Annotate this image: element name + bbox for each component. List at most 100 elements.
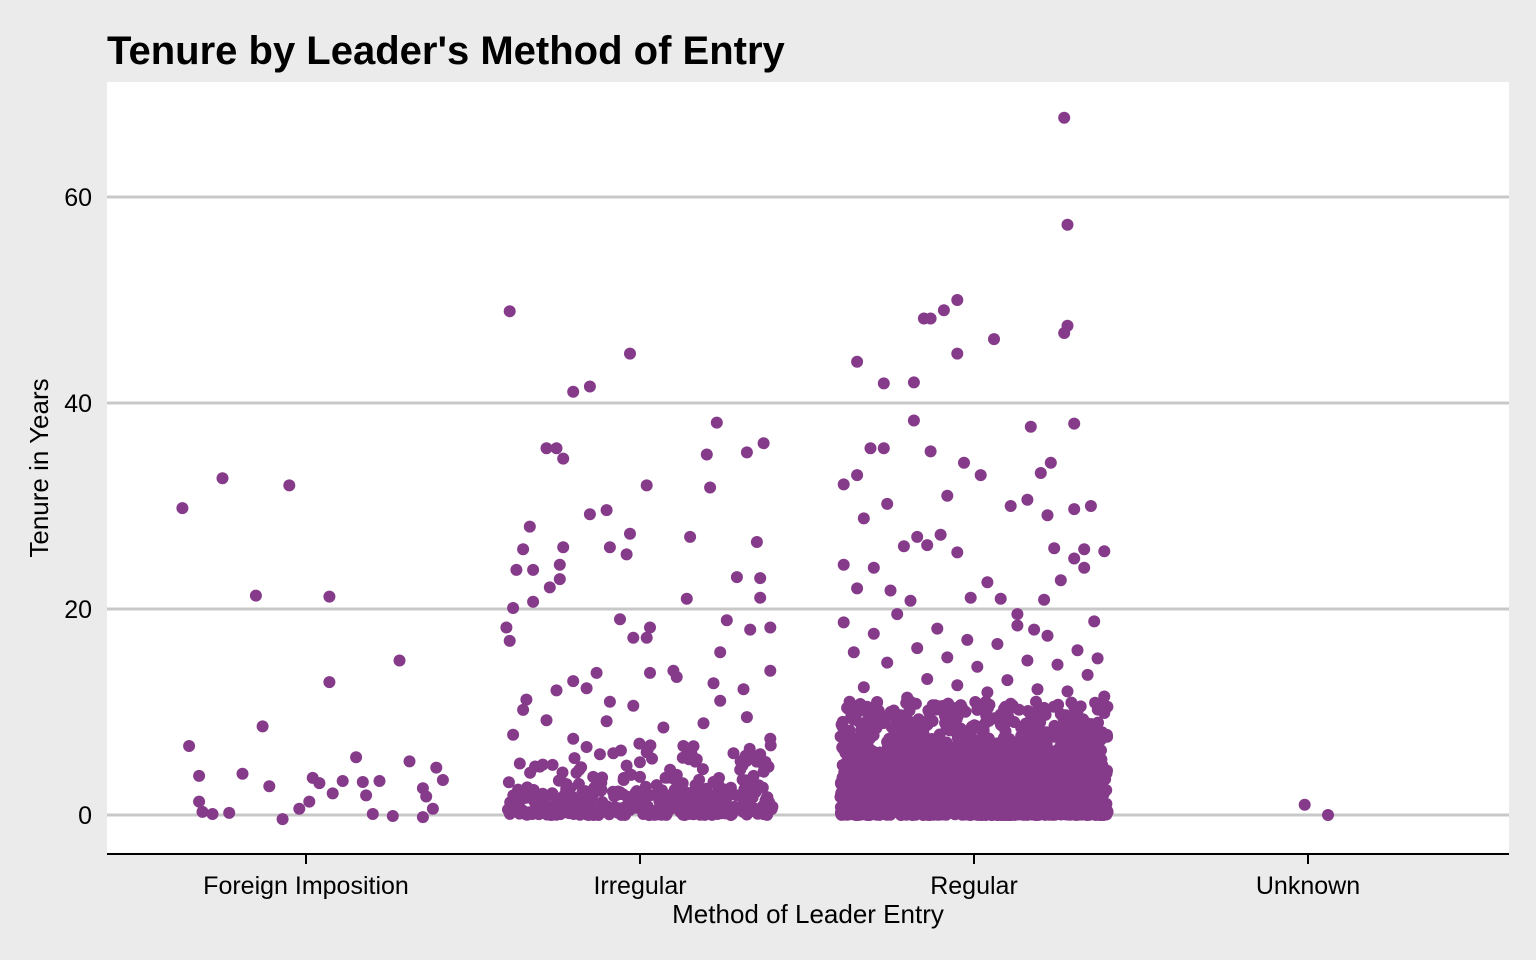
data-point [336, 775, 349, 787]
data-point [356, 776, 369, 788]
data-point [937, 304, 950, 317]
data-point [750, 536, 763, 548]
data-point [871, 696, 884, 709]
data-point [911, 530, 924, 543]
y-tick-label-0: 0 [78, 802, 92, 830]
data-point [841, 701, 854, 714]
dense-point [945, 806, 958, 819]
data-point [737, 683, 750, 696]
data-point [193, 769, 206, 782]
y-tick-label-20: 20 [64, 596, 92, 624]
data-point [837, 558, 850, 571]
data-point [1098, 707, 1111, 719]
data-point [1041, 509, 1054, 522]
dense-point [900, 808, 913, 821]
dense-point [576, 787, 589, 800]
dense-point [1046, 808, 1059, 821]
data-point [864, 442, 877, 455]
dense-point [954, 745, 966, 758]
dense-point [1049, 785, 1062, 798]
data-point [740, 446, 753, 459]
x-tick-label-2: Regular [930, 872, 1018, 900]
data-point [583, 508, 596, 521]
data-point [593, 748, 606, 761]
data-point [1088, 615, 1101, 628]
data-point [1071, 644, 1084, 657]
dense-point [1089, 789, 1102, 802]
dense-point [926, 773, 939, 786]
data-point [503, 634, 516, 647]
dense-point [854, 794, 867, 806]
data-point [954, 722, 967, 735]
data-point [520, 693, 533, 706]
data-point [1068, 417, 1081, 430]
data-point [517, 703, 530, 716]
data-point [1298, 798, 1311, 811]
data-point [650, 779, 663, 792]
dense-point [1018, 784, 1031, 797]
data-point [507, 602, 520, 614]
data-point [1021, 493, 1034, 506]
data-point [216, 472, 229, 485]
data-point [754, 748, 767, 761]
dense-point [970, 807, 983, 820]
plot-panel [107, 82, 1509, 854]
dense-point [905, 722, 918, 735]
data-point [1004, 697, 1017, 710]
data-point [507, 728, 520, 741]
data-point [847, 646, 860, 659]
data-point [303, 795, 316, 808]
data-point [891, 608, 904, 621]
data-point [313, 777, 326, 790]
data-point [550, 442, 563, 455]
data-point [707, 677, 720, 690]
dense-point [1081, 777, 1094, 790]
data-point [887, 710, 900, 723]
data-point [657, 721, 670, 734]
data-point [640, 479, 653, 492]
dense-point [909, 808, 922, 821]
data-point [430, 761, 443, 774]
data-point [1021, 720, 1034, 733]
data-point [206, 808, 219, 820]
data-point [503, 305, 516, 318]
dense-point [568, 752, 581, 765]
x-tick-label-1: Irregular [593, 872, 686, 900]
dense-point [912, 757, 925, 770]
dense-point [617, 774, 630, 786]
data-point [727, 747, 740, 760]
dense-point [982, 732, 995, 745]
data-point [263, 780, 276, 793]
data-point [851, 582, 864, 595]
x-tick-label-0: Foreign Imposition [203, 872, 409, 900]
dense-point [935, 772, 948, 785]
data-point [907, 414, 920, 427]
dense-point [951, 774, 964, 787]
dense-point [704, 805, 717, 818]
data-point [931, 622, 944, 635]
data-point [988, 333, 1000, 346]
data-point [593, 803, 606, 816]
data-point [583, 380, 596, 393]
data-point [941, 489, 954, 502]
data-point [1078, 561, 1091, 574]
dense-point [693, 773, 706, 786]
y-tick-label-40: 40 [64, 390, 92, 418]
data-point [894, 731, 907, 744]
data-point [988, 712, 1000, 725]
data-point [757, 437, 770, 450]
y-axis-title: Tenure in Years [24, 378, 54, 557]
dense-point [919, 764, 932, 777]
data-point [580, 682, 593, 695]
data-point [981, 576, 994, 589]
data-point [183, 740, 196, 752]
data-point [283, 479, 296, 492]
dense-point [837, 777, 850, 790]
dense-point [996, 779, 1009, 791]
dense-point [836, 715, 849, 728]
dense-point [726, 806, 739, 819]
data-point [867, 627, 880, 640]
data-point [934, 528, 947, 541]
data-point [570, 766, 583, 779]
chart-title: Tenure by Leader's Method of Entry [107, 29, 786, 73]
